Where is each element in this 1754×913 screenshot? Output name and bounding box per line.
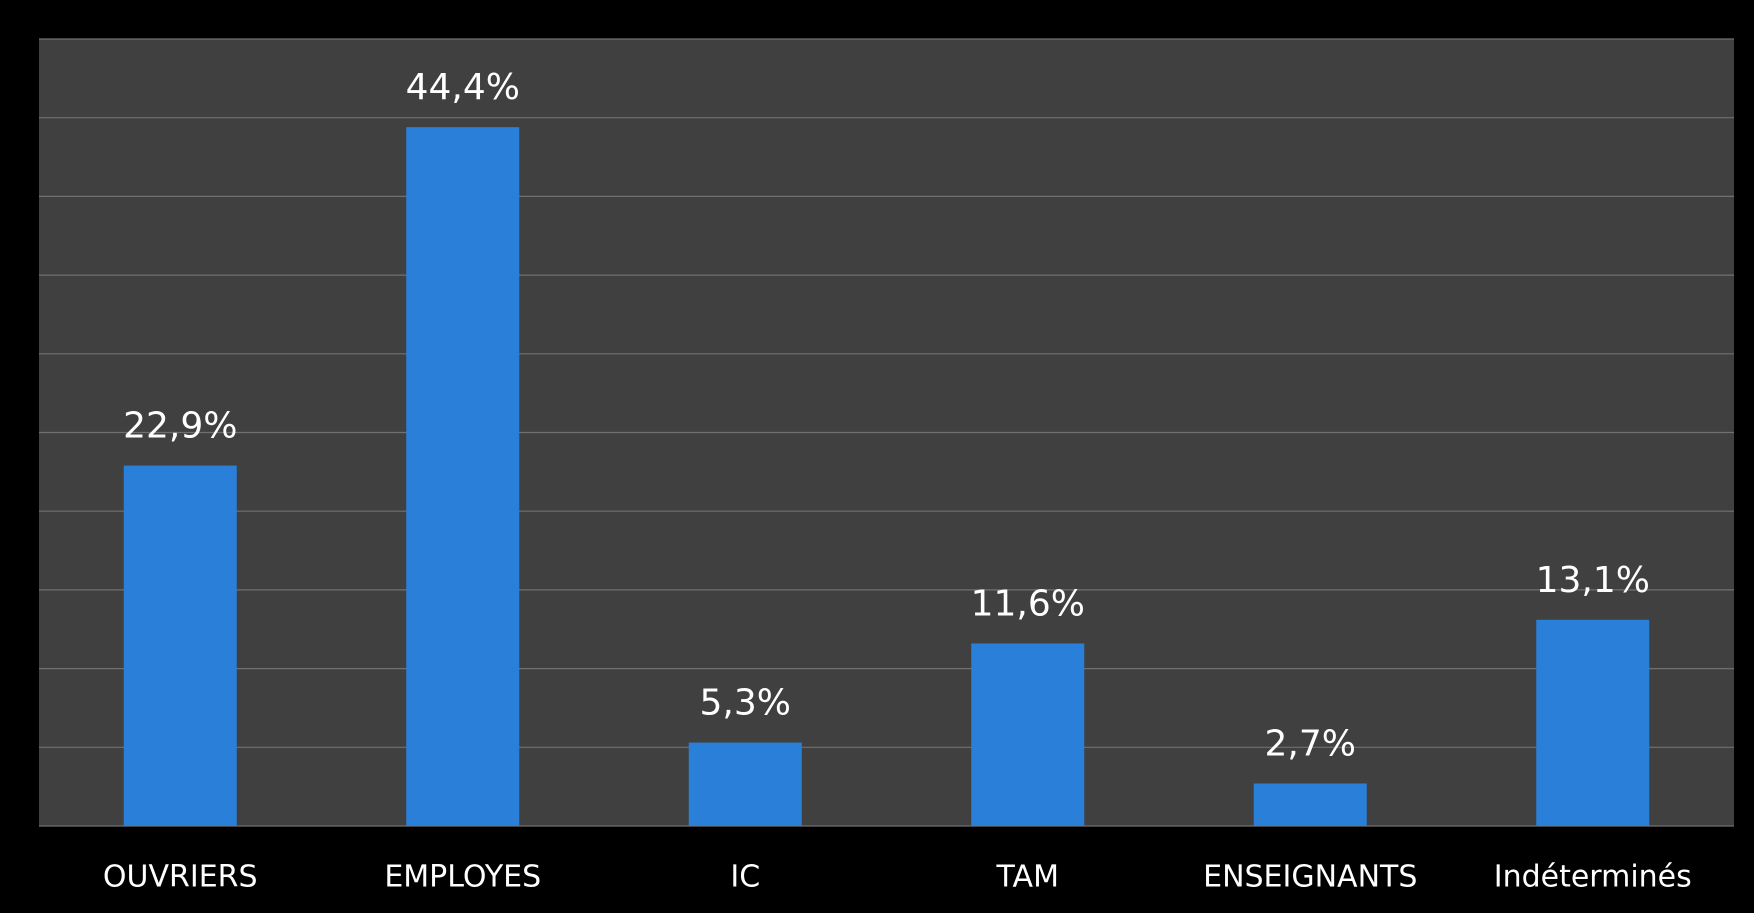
bar [123,465,237,826]
bar [406,127,520,827]
data-label: 5,3% [700,683,791,724]
bar [971,643,1085,826]
data-label: 13,1% [1536,560,1650,601]
x-tick-label: ENSEIGNANTS [1203,860,1417,895]
x-tick-label: TAM [996,860,1059,895]
x-tick-label: OUVRIERS [103,860,258,895]
x-tick-label: Indéterminés [1494,860,1692,895]
data-label: 44,4% [406,67,520,108]
bar [688,742,802,826]
x-tick-label: IC [730,860,760,895]
data-label: 22,9% [123,406,237,447]
x-tick-label: EMPLOYES [384,860,541,895]
bar [1536,619,1650,826]
bar [1253,783,1367,826]
data-label: 11,6% [971,583,1085,624]
data-label: 2,7% [1265,724,1356,765]
